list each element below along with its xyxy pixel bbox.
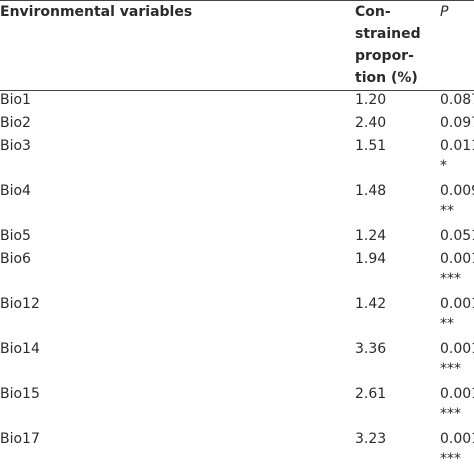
- variable-cell: Bio5: [0, 228, 31, 244]
- header-proportion-1: Con-: [355, 4, 391, 20]
- proportion-cell: 1.51: [355, 138, 387, 154]
- proportion-cell: 1.94: [355, 251, 387, 267]
- header-rule: [0, 90, 474, 91]
- variable-cell: Bio4: [0, 183, 31, 199]
- significance-mark: ***: [440, 361, 461, 377]
- variable-cell: Bio17: [0, 431, 40, 447]
- p-value-cell: 0.001: [440, 386, 474, 402]
- p-value-cell: 0.001: [440, 431, 474, 447]
- header-proportion-2: strained: [355, 26, 421, 42]
- p-value-cell: 0.0010: [440, 296, 474, 312]
- proportion-cell: 1.20: [355, 92, 387, 108]
- significance-mark: **: [440, 316, 454, 332]
- variable-cell: Bio3: [0, 138, 31, 154]
- variable-cell: Bio14: [0, 341, 40, 357]
- variable-cell: Bio12: [0, 296, 40, 312]
- p-value-cell: 0.001: [440, 251, 474, 267]
- top-rule: [0, 0, 474, 1]
- significance-mark: ***: [440, 451, 461, 467]
- variable-cell: Bio15: [0, 386, 40, 402]
- significance-mark: **: [440, 203, 454, 219]
- proportion-cell: 3.23: [355, 431, 387, 447]
- p-value-cell: 0.097: [440, 115, 474, 131]
- p-value-cell: 0.001: [440, 341, 474, 357]
- p-value-cell: 0.051: [440, 228, 474, 244]
- proportion-cell: 1.24: [355, 228, 387, 244]
- proportion-cell: 1.42: [355, 296, 387, 312]
- proportion-cell: 3.36: [355, 341, 387, 357]
- variable-cell: Bio2: [0, 115, 31, 131]
- p-value-cell: 0.011: [440, 138, 474, 154]
- variable-cell: Bio6: [0, 251, 31, 267]
- header-proportion-3: propor-: [355, 48, 414, 64]
- significance-mark: ***: [440, 406, 461, 422]
- header-p: P: [440, 4, 449, 20]
- header-proportion-4: tion (%): [355, 70, 418, 86]
- significance-mark: *: [440, 158, 447, 174]
- p-value-cell: 0.087: [440, 92, 474, 108]
- p-value-cell: 0.009: [440, 183, 474, 199]
- variable-cell: Bio1: [0, 92, 31, 108]
- significance-mark: ***: [440, 271, 461, 287]
- header-variables: Environmental variables: [0, 4, 193, 20]
- proportion-cell: 1.48: [355, 183, 387, 199]
- proportion-cell: 2.40: [355, 115, 387, 131]
- proportion-cell: 2.61: [355, 386, 387, 402]
